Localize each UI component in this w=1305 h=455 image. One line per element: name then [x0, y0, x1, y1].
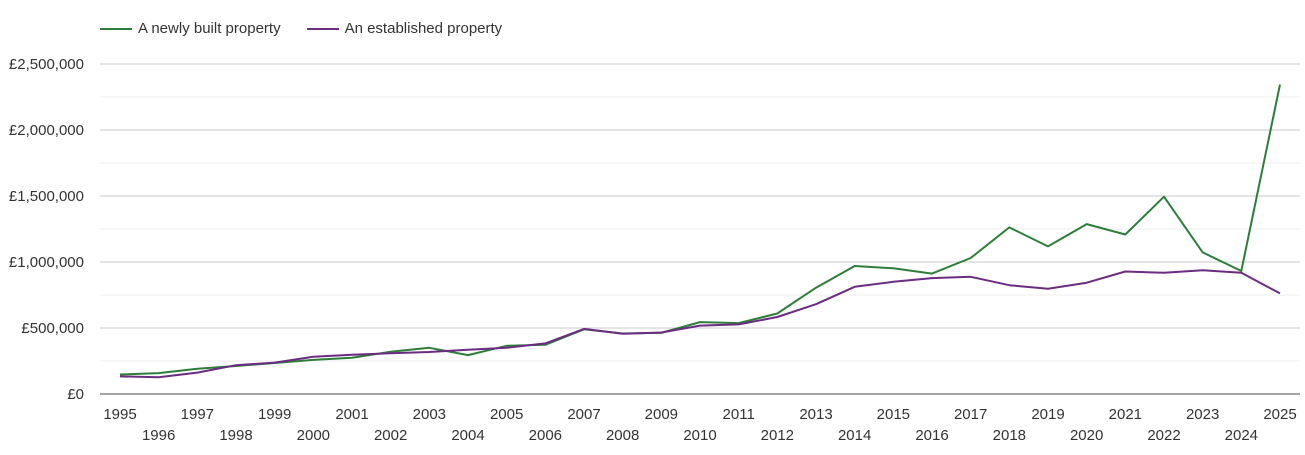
- x-tick-label: 2005: [490, 406, 523, 423]
- x-tick-label: 2020: [1070, 427, 1103, 444]
- legend-swatch-established: [306, 27, 339, 30]
- x-tick-label: 2007: [567, 406, 600, 423]
- y-tick-label: £2,000,000: [9, 122, 84, 139]
- x-tick-label: 1999: [258, 406, 291, 423]
- y-tick-label: £500,000: [21, 320, 84, 337]
- legend-item-established[interactable]: An established property: [306, 20, 503, 37]
- x-tick-label: 2009: [645, 406, 678, 423]
- x-tick-label: 2004: [451, 427, 484, 444]
- x-tick-label: 1996: [142, 427, 175, 444]
- x-tick-label: 2001: [335, 406, 368, 423]
- legend-label-new-build: A newly built property: [138, 20, 281, 37]
- x-tick-label: 2011: [723, 406, 755, 423]
- x-tick-label: 1997: [181, 406, 214, 423]
- x-tick-label: 2025: [1263, 406, 1296, 423]
- series-line-new-build: [119, 84, 1281, 376]
- x-tick-label: 2008: [606, 427, 639, 444]
- legend: A newly built property An established pr…: [100, 20, 528, 37]
- y-tick-label: £0: [67, 386, 84, 403]
- x-tick-label: 2002: [374, 427, 407, 444]
- legend-label-established: An established property: [344, 20, 503, 37]
- y-tick-label: £2,500,000: [9, 56, 84, 73]
- x-tick-label: 2022: [1147, 427, 1180, 444]
- series-line-established: [119, 269, 1281, 379]
- x-tick-label: 2016: [915, 427, 948, 444]
- x-tick-label: 2024: [1225, 427, 1258, 444]
- x-tick-label: 2013: [799, 406, 832, 423]
- legend-swatch-new-build: [100, 27, 132, 30]
- x-tick-label: 2021: [1109, 406, 1142, 423]
- y-tick-label: £1,500,000: [9, 188, 84, 205]
- x-tick-label: 2003: [413, 406, 446, 423]
- x-tick-label: 2023: [1186, 406, 1219, 423]
- legend-item-new-build[interactable]: A newly built property: [100, 20, 281, 37]
- x-tick-label: 2018: [993, 427, 1026, 444]
- x-tick-label: 2010: [683, 427, 716, 444]
- x-tick-label: 2014: [838, 427, 871, 444]
- x-tick-label: 2006: [529, 427, 562, 444]
- x-tick-label: 2019: [1031, 406, 1064, 423]
- x-tick-label: 2017: [954, 406, 987, 423]
- x-tick-label: 1995: [103, 406, 136, 423]
- x-tick-label: 2012: [761, 427, 794, 444]
- y-tick-label: £1,000,000: [9, 254, 84, 271]
- x-tick-label: 2000: [297, 427, 330, 444]
- x-tick-label: 2015: [877, 406, 910, 423]
- x-tick-label: 1998: [219, 427, 252, 444]
